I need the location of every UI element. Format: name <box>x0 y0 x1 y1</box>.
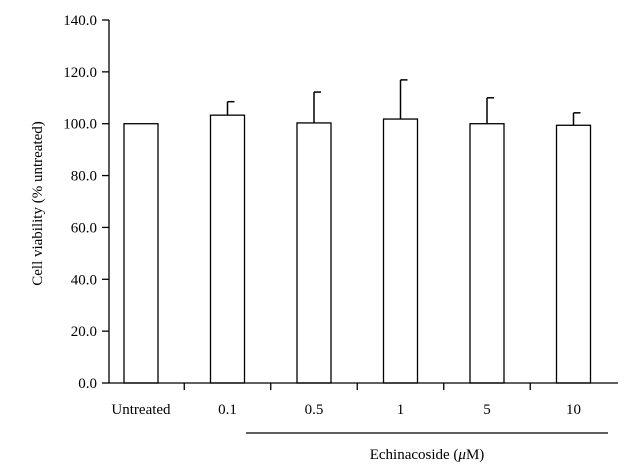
y-tick-label: 0.0 <box>78 376 97 392</box>
bar <box>382 118 419 384</box>
group-label-unit: μ <box>457 447 466 463</box>
x-tick-label: 1 <box>397 402 405 418</box>
x-tick-label: 0.1 <box>218 402 237 418</box>
bar <box>555 124 592 384</box>
bar <box>469 123 505 384</box>
x-tick-label: 10 <box>566 402 581 418</box>
y-tick-label: 80.0 <box>71 169 97 185</box>
group-label: Echinacoside (μM) <box>370 447 485 463</box>
x-tick-label: Untreated <box>111 402 171 418</box>
group-label-prefix: Echinacoside ( <box>370 447 459 463</box>
error-bars <box>226 79 581 126</box>
y-tick-label: 60.0 <box>71 220 97 236</box>
bar <box>296 122 332 384</box>
y-axis-title: Cell viability (% untreated) <box>30 121 46 286</box>
y-tick-label: 40.0 <box>71 272 97 288</box>
x-tick-label: 0.5 <box>305 402 324 418</box>
bars <box>123 114 592 384</box>
x-tick-label: 5 <box>483 402 491 418</box>
bar <box>123 123 159 384</box>
y-tick-label: 20.0 <box>71 324 97 340</box>
bar <box>209 114 246 384</box>
y-axis-ticks: 0.0 20.0 40.0 60.0 80.0 100.0 120.0 140.0 <box>63 13 109 392</box>
y-tick-label: 140.0 <box>63 13 97 29</box>
group-label-suffix: M) <box>466 447 484 463</box>
y-tick-label: 100.0 <box>63 117 97 133</box>
y-tick-label: 120.0 <box>63 65 97 81</box>
x-axis-ticks: Untreated 0.1 0.5 1 5 10 <box>111 383 581 418</box>
